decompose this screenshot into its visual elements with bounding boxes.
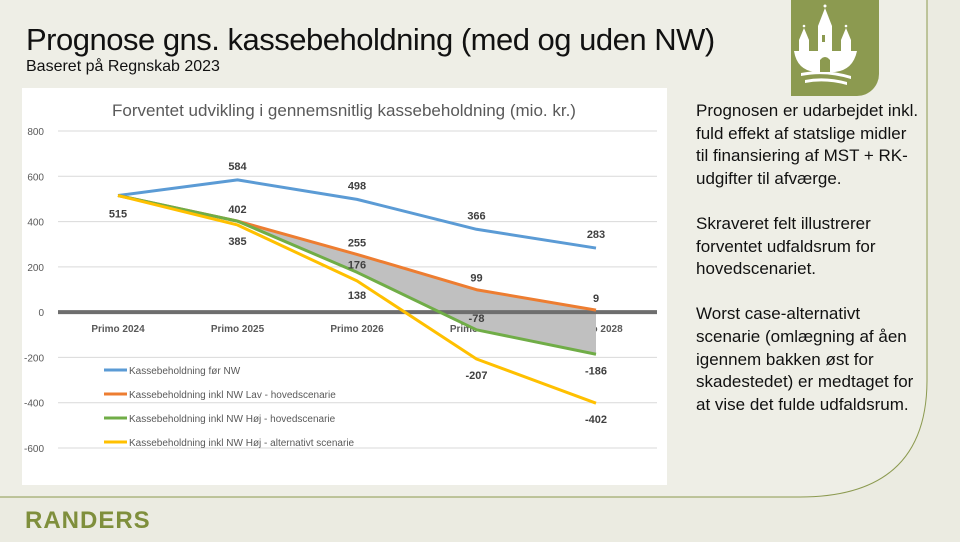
- series-line: [117, 194, 597, 405]
- series-line: [117, 194, 597, 356]
- legend-entry: Kassebeholdning inkl NW Høj - alternativ…: [129, 438, 355, 449]
- shaded-range: [237, 221, 596, 355]
- y-tick-label: -600: [24, 444, 44, 455]
- x-tick-label: Primo 2024: [91, 324, 145, 335]
- data-label: -207: [465, 370, 487, 382]
- x-tick-label: Primo 2025: [211, 324, 265, 335]
- data-label: 176: [348, 259, 366, 271]
- x-tick-label: Primo 2026: [330, 324, 384, 335]
- data-label: -186: [585, 365, 607, 377]
- legend-entry: Kassebeholdning inkl NW Høj - hovedscena…: [129, 414, 336, 425]
- data-label: 283: [587, 229, 605, 241]
- data-label: 138: [348, 290, 366, 302]
- legend-entry: Kassebeholdning inkl NW Lav - hovedscena…: [129, 390, 336, 401]
- y-tick-label: -200: [24, 353, 44, 364]
- chart-container: Forventet udvikling i gennemsnitlig kass…: [22, 88, 667, 485]
- chart-title: Forventet udvikling i gennemsnitlig kass…: [112, 101, 576, 120]
- side-paragraph: Prognosen er udarbejdet inkl. fuld effek…: [696, 101, 919, 188]
- y-tick-label: 600: [27, 172, 44, 183]
- randers-crest-logo: [791, 0, 879, 96]
- data-label: 385: [228, 236, 246, 248]
- data-label: 366: [467, 210, 485, 222]
- line-chart: Forventet udvikling i gennemsnitlig kass…: [24, 101, 657, 455]
- series-line: [117, 178, 597, 250]
- data-label: 515: [109, 209, 127, 221]
- data-label: 255: [348, 237, 366, 249]
- data-label: 584: [228, 161, 247, 173]
- data-label: 498: [348, 180, 366, 192]
- y-tick-label: 200: [27, 263, 44, 274]
- y-tick-label: 0: [38, 308, 44, 319]
- x-tick-label: Primo 2028: [569, 324, 623, 335]
- side-text: Prognosen er udarbejdet inkl. fuld effek…: [696, 100, 921, 439]
- data-label: -402: [585, 414, 607, 426]
- legend-entry: Kassebeholdning før NW: [129, 366, 241, 377]
- data-label: -78: [469, 313, 485, 325]
- slide-title: Prognose gns. kassebeholdning (med og ud…: [26, 22, 715, 57]
- slide-subtitle: Baseret på Regnskab 2023: [26, 58, 220, 75]
- data-label: 402: [228, 204, 246, 216]
- data-label: 99: [470, 273, 482, 285]
- y-tick-label: 800: [27, 127, 44, 138]
- y-tick-label: -400: [24, 399, 44, 410]
- y-tick-label: 400: [27, 218, 44, 229]
- castle-icon: [794, 4, 857, 85]
- side-paragraph: Worst case-alternativt scenarie (omlægni…: [696, 304, 914, 414]
- side-paragraph: Skraveret felt illustrerer forventet udf…: [696, 213, 876, 279]
- data-label: 9: [593, 293, 599, 305]
- randers-wordmark: RANDERS: [25, 507, 151, 534]
